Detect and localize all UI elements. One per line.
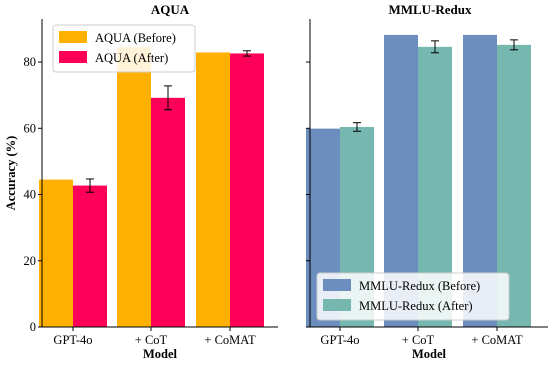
y-tick-label-0-1: 20 bbox=[24, 254, 37, 268]
bar-0-0-1 bbox=[117, 47, 151, 327]
legend-label-1-1: MMLU-Redux (After) bbox=[359, 299, 473, 313]
bar-0-0-0 bbox=[39, 179, 73, 327]
y-tick-label-0-0: 0 bbox=[30, 320, 36, 334]
chart-title-1: MMLU-Redux bbox=[388, 2, 472, 17]
x-axis-label-1: Model bbox=[412, 347, 447, 361]
bar-0-1-1 bbox=[151, 97, 185, 327]
legend-label-1-0: MMLU-Redux (Before) bbox=[359, 279, 480, 293]
bar-0-1-0 bbox=[73, 185, 107, 327]
x-tick-label-0-0: GPT-4o bbox=[53, 333, 92, 347]
legend-swatch-0-0 bbox=[59, 31, 87, 43]
x-tick-label-1-2: + CoMAT bbox=[471, 333, 523, 347]
y-tick-label-0-2: 40 bbox=[24, 188, 37, 202]
y-tick-label-0-3: 60 bbox=[24, 121, 37, 135]
legend-label-0-0: AQUA (Before) bbox=[95, 31, 176, 45]
y-tick-label-0-4: 80 bbox=[24, 55, 37, 69]
x-tick-label-1-0: GPT-4o bbox=[320, 333, 359, 347]
x-tick-label-0-1: + CoT bbox=[135, 333, 168, 347]
legend-swatch-0-1 bbox=[59, 51, 87, 63]
legend-swatch-1-0 bbox=[323, 279, 351, 291]
bar-0-0-2 bbox=[196, 52, 230, 327]
x-tick-label-1-1: + CoT bbox=[402, 333, 435, 347]
x-axis-label-0: Model bbox=[143, 347, 178, 361]
x-tick-label-0-2: + CoMAT bbox=[204, 333, 256, 347]
legend-box-0 bbox=[52, 24, 196, 73]
bar-0-1-2 bbox=[230, 53, 264, 327]
legend-box-1 bbox=[316, 272, 510, 321]
chart-title-0: AQUA bbox=[151, 2, 190, 17]
legend-swatch-1-1 bbox=[323, 299, 351, 311]
legend-label-0-1: AQUA (After) bbox=[95, 51, 168, 65]
y-axis-label-0: Accuracy (%) bbox=[4, 136, 18, 211]
